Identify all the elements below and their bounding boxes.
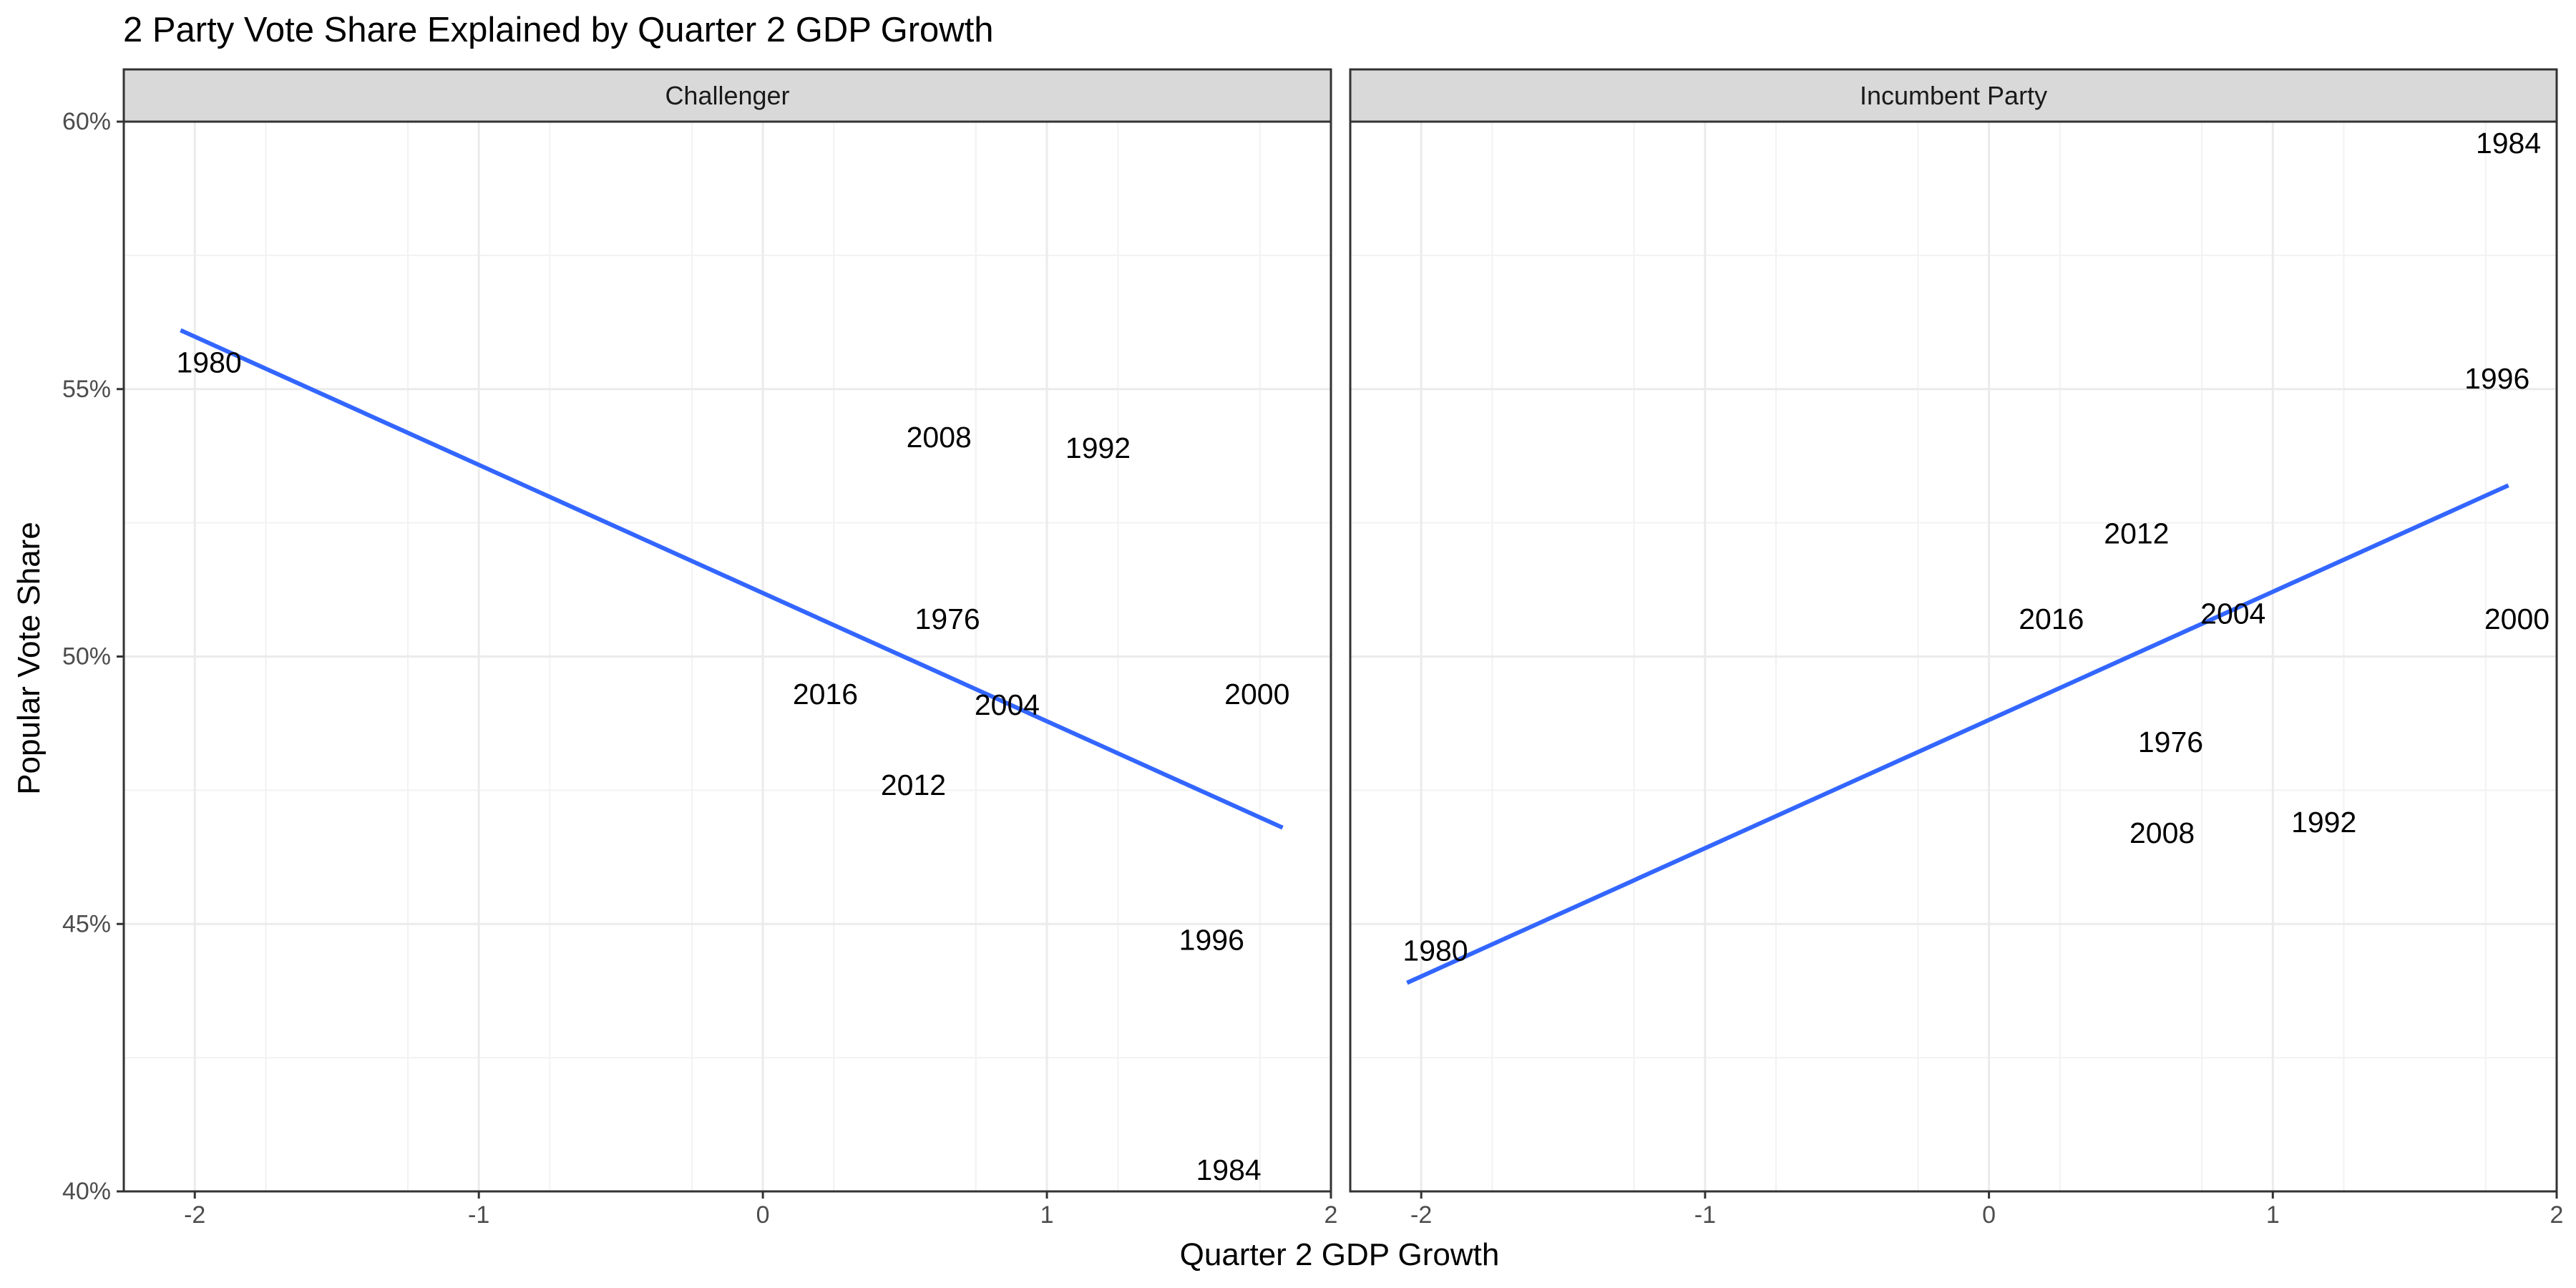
point-label-1980: 1980: [176, 346, 241, 379]
x-tick-label: -1: [468, 1201, 489, 1229]
fit-line: [1406, 483, 2509, 985]
point-label-2000: 2000: [2484, 602, 2550, 635]
point-label-1976: 1976: [2138, 726, 2203, 758]
point-label-1996: 1996: [2464, 362, 2529, 395]
point-label-1984: 1984: [1196, 1153, 1261, 1186]
y-tick-label: 60%: [62, 108, 111, 135]
point-label-2004: 2004: [2200, 597, 2265, 630]
x-tick-label: -2: [184, 1201, 205, 1229]
x-tick-label: 2: [1324, 1201, 1338, 1229]
panel-0: 1980 2008 1992 1976 2016 2004 2000 2012 1996 1984…: [122, 68, 1338, 1229]
y-tick-label: 55%: [62, 376, 111, 403]
facet-strip: [122, 68, 1332, 123]
point-label-1992: 1992: [1065, 431, 1131, 464]
point-label-2004: 2004: [975, 688, 1040, 721]
point-label-1992: 1992: [2291, 806, 2356, 839]
x-tick-label: -2: [1410, 1201, 1432, 1229]
x-tick-label: -1: [1694, 1201, 1716, 1229]
x-tick-label: 1: [1040, 1201, 1054, 1229]
y-tick-label: 40%: [62, 1178, 111, 1205]
point-label-2012: 2012: [2104, 517, 2169, 550]
facet-strip: [1349, 68, 2558, 123]
facet-strip-label: Incumbent Party: [1860, 81, 2047, 110]
y-axis-title: Popular Vote Share: [11, 522, 47, 795]
x-axis-title: Quarter 2 GDP Growth: [1180, 1237, 1500, 1272]
point-label-1984: 1984: [2476, 127, 2541, 160]
y-tick-label: 45%: [62, 910, 111, 937]
x-tick-label: 0: [1982, 1201, 1996, 1229]
x-tick-label: 0: [756, 1201, 770, 1229]
chart-title: 2 Party Vote Share Explained by Quarter …: [123, 11, 994, 49]
point-label-1996: 1996: [1179, 924, 1244, 957]
panel-1: 1984 1996 2012 2016 2004 2000 1976 2008 1992 1980…: [1349, 68, 2564, 1229]
point-label-2016: 2016: [793, 678, 858, 711]
point-label-1976: 1976: [915, 602, 980, 635]
fit-line: [180, 328, 1284, 830]
x-tick-label: 2: [2550, 1201, 2564, 1229]
point-label-2016: 2016: [2019, 602, 2084, 635]
facet-strip-label: Challenger: [665, 81, 789, 110]
point-label-2012: 2012: [881, 769, 946, 801]
point-label-2008: 2008: [2129, 816, 2195, 849]
y-tick-label: 50%: [62, 643, 111, 670]
point-label-1980: 1980: [1402, 935, 1468, 967]
point-label-2000: 2000: [1224, 678, 1289, 711]
y-axis: 40% 45% 50% 55% 60%: [62, 108, 124, 1205]
x-tick-label: 1: [2266, 1201, 2280, 1229]
point-label-2008: 2008: [907, 421, 972, 454]
